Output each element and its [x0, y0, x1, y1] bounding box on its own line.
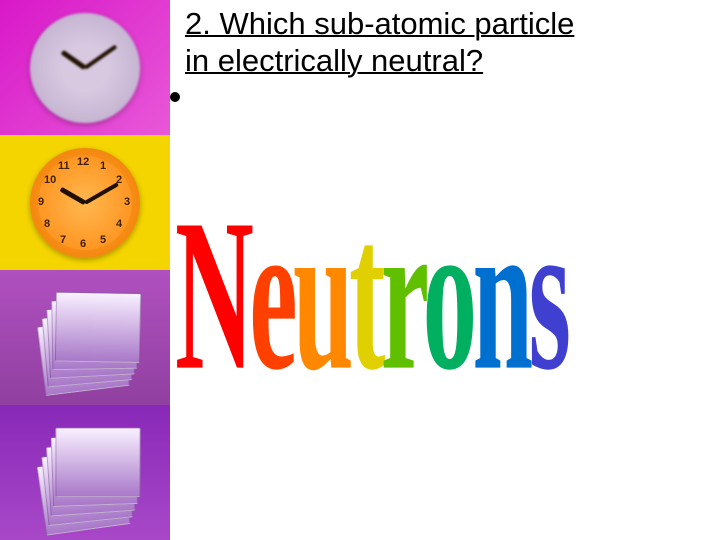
bullet-icon	[170, 92, 180, 102]
answer-letter-3: t	[349, 175, 381, 415]
paper-stack	[38, 290, 133, 385]
clock-num-6: 6	[80, 238, 86, 250]
panel-papers-2	[0, 405, 170, 540]
panel-papers-1	[0, 270, 170, 405]
clock-num-4: 4	[116, 218, 122, 230]
clock-num-8: 8	[44, 218, 50, 230]
sheet	[55, 427, 140, 497]
clock-num-3: 3	[124, 196, 130, 208]
clock-num-12: 12	[77, 156, 89, 168]
clock-num-11: 11	[58, 160, 70, 172]
sheet	[55, 291, 141, 362]
answer-letter-7: s	[529, 175, 567, 415]
clock-num-10: 10	[44, 174, 56, 186]
clock-num-9: 9	[38, 196, 44, 208]
question-line-1: 2. Which sub-atomic particle	[185, 6, 574, 41]
clock-num-5: 5	[100, 234, 106, 246]
answer-letter-4: r	[381, 175, 423, 415]
answer-letter-0: N	[175, 175, 249, 415]
question-text: 2. Which sub-atomic particle in electric…	[185, 5, 710, 79]
answer-letter-6: n	[472, 175, 528, 415]
answer-text: Neutrons	[175, 171, 600, 421]
clock-hand-minute	[84, 44, 117, 69]
panel-clock-orange: 12 3 6 9 10 11 1 2 4 5 7 8	[0, 135, 170, 270]
clock-orange: 12 3 6 9 10 11 1 2 4 5 7 8	[30, 148, 140, 258]
paper-stack	[38, 425, 133, 520]
answer-letter-2: u	[293, 175, 349, 415]
clock-blurred	[30, 13, 140, 123]
answer-letter-1: e	[249, 175, 293, 415]
clock-num-7: 7	[60, 234, 66, 246]
answer-letter-5: o	[423, 175, 473, 415]
panel-clock-pink	[0, 0, 170, 135]
image-sidebar: 12 3 6 9 10 11 1 2 4 5 7 8	[0, 0, 170, 540]
clock-num-1: 1	[100, 160, 106, 172]
clock-hand-hour	[61, 49, 87, 69]
question-line-2: in electrically neutral?	[185, 43, 483, 78]
